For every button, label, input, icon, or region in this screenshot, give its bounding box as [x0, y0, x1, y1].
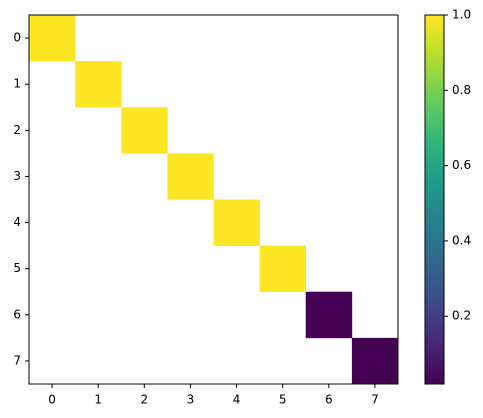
y-tick-label: 3 — [13, 169, 21, 183]
x-tick-label: 4 — [233, 393, 241, 407]
y-tick-label: 7 — [13, 353, 21, 367]
colorbar — [424, 14, 445, 385]
cell — [29, 15, 76, 62]
x-tick-label: 7 — [371, 393, 379, 407]
y-tick-label: 5 — [13, 261, 21, 275]
x-tick-label: 0 — [48, 393, 56, 407]
cell — [167, 153, 214, 200]
cell — [351, 337, 399, 385]
cell — [121, 107, 168, 154]
y-tick-label: 4 — [13, 215, 21, 229]
cell — [305, 291, 353, 339]
cell — [213, 199, 260, 246]
colorbar-tick-label: 0.8 — [452, 83, 471, 97]
x-tick-label: 5 — [279, 393, 287, 407]
plot-frame — [28, 14, 399, 385]
x-tick-label: 6 — [325, 393, 333, 407]
cell — [75, 61, 122, 108]
x-tick-label: 3 — [187, 393, 195, 407]
cell — [259, 245, 307, 293]
y-tick-label: 0 — [13, 31, 21, 45]
y-tick-label: 2 — [13, 123, 21, 137]
y-tick-label: 1 — [13, 77, 21, 91]
colorbar-tick-label: 0.2 — [452, 309, 471, 323]
x-tick-label: 2 — [140, 393, 148, 407]
colorbar-tick-label: 0.6 — [452, 158, 471, 172]
y-tick-label: 6 — [13, 307, 21, 321]
x-tick-label: 1 — [94, 393, 102, 407]
colorbar-tick-label: 0.4 — [452, 233, 471, 247]
colorbar-tick-label: 1.0 — [452, 8, 471, 22]
